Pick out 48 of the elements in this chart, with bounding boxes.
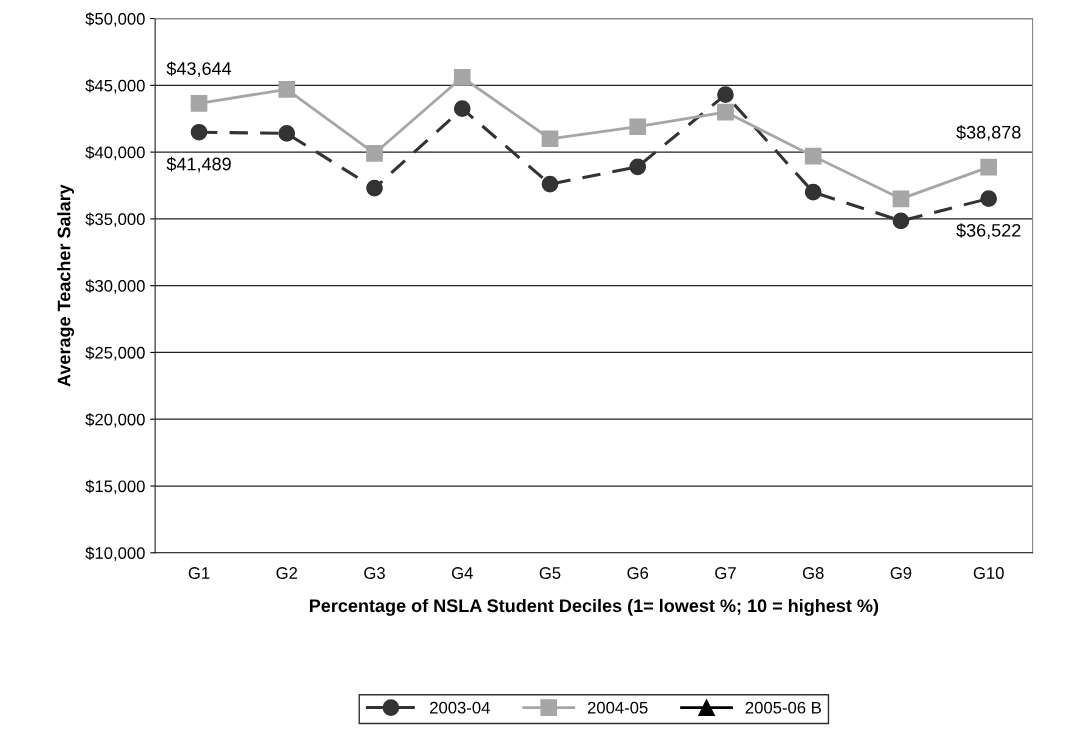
point <box>980 158 998 176</box>
y-tick-label: $25,000 <box>85 346 145 361</box>
legend-label: 2003-04 <box>430 701 490 714</box>
x-axis-title: Percentage of NSLA Student Deciles (1= lowest %; 10 = highest %) <box>309 598 879 616</box>
point <box>629 118 647 136</box>
point <box>190 123 208 141</box>
point <box>453 100 471 118</box>
y-tick-label: $30,000 <box>85 279 145 294</box>
x-tick-label: G6 <box>627 567 649 579</box>
y-tick-label: $10,000 <box>85 546 145 561</box>
y-tick-label: $40,000 <box>85 145 145 161</box>
x-tick-label: G5 <box>539 567 561 579</box>
point <box>190 95 208 112</box>
data-label: $41,489 <box>166 156 231 173</box>
point <box>453 68 471 86</box>
x-tick-label: G9 <box>890 567 912 579</box>
point <box>541 175 559 193</box>
point <box>366 145 383 162</box>
point <box>717 86 734 104</box>
data-label: $43,644 <box>166 61 232 78</box>
x-tick-label: G3 <box>364 567 385 579</box>
point <box>804 183 822 201</box>
point <box>892 190 910 208</box>
point <box>541 130 559 148</box>
y-tick-label: $45,000 <box>85 79 145 94</box>
point <box>804 147 822 165</box>
x-tick-label: G7 <box>715 567 736 579</box>
y-tick-label: $15,000 <box>85 479 145 495</box>
point <box>278 81 296 98</box>
y-tick-label: $50,000 <box>85 12 145 27</box>
point <box>717 103 734 121</box>
data-label: $36,522 <box>956 223 1021 239</box>
point <box>980 190 998 207</box>
y-tick-label: $35,000 <box>85 212 145 228</box>
y-tick-label: $20,000 <box>85 412 145 428</box>
x-tick-label: G4 <box>451 567 473 579</box>
x-tick-label: G1 <box>188 567 210 579</box>
x-tick-label: G10 <box>973 567 1004 579</box>
data-label: $38,878 <box>956 125 1021 141</box>
point <box>892 212 910 230</box>
point <box>629 158 647 176</box>
x-tick-label: G8 <box>802 567 824 579</box>
point <box>278 125 296 142</box>
y-axis-title: Average Teacher Salary <box>57 184 75 387</box>
legend-label: 2005-06 B <box>745 701 821 714</box>
point <box>366 179 383 197</box>
x-tick-label: G2 <box>276 567 298 579</box>
legend-label: 2004-05 <box>587 701 648 714</box>
